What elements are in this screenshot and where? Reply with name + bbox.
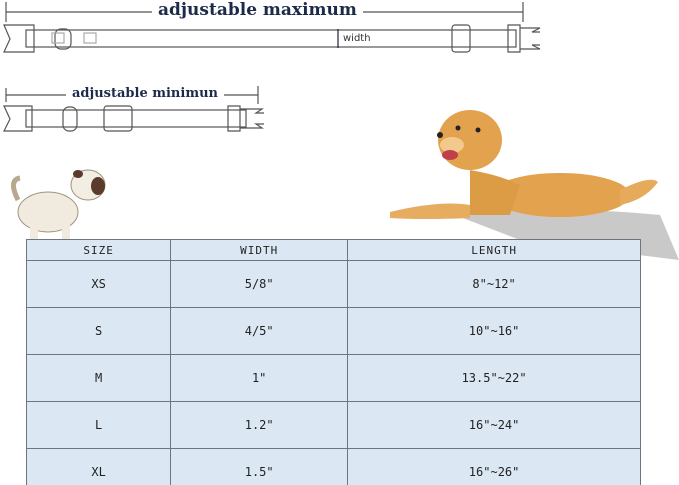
cell-width: 1.2": [170, 401, 349, 449]
cell-size: L: [25, 401, 172, 449]
header-length: LENGTH: [347, 239, 641, 261]
dog-illustration: [390, 110, 679, 260]
cell-size: XS: [25, 260, 172, 308]
table-row: XL 1.5" 16"~26": [25, 448, 641, 485]
cell-width: 1": [170, 354, 349, 402]
header-width: WIDTH: [170, 239, 349, 261]
table-header-row: SIZE WIDTH LENGTH: [25, 239, 641, 261]
cell-length: 16"~24": [347, 401, 641, 449]
width-label: width: [343, 33, 371, 44]
table-row: S 4/5" 10"~16": [25, 307, 641, 355]
cell-width: 1.5": [170, 448, 349, 485]
cell-width: 5/8": [170, 260, 349, 308]
table-row: M 1" 13.5"~22": [25, 354, 641, 402]
table-row: XS 5/8" 8"~12": [25, 260, 641, 308]
cell-width: 4/5": [170, 307, 349, 355]
cell-length: 13.5"~22": [347, 354, 641, 402]
adjustable-maximum-label: adjustable maximum: [152, 2, 363, 19]
puppy-illustration: [11, 169, 106, 240]
adjustable-minimum-label: adjustable minimun: [66, 87, 224, 100]
cell-length: 16"~26": [347, 448, 641, 485]
header-size: SIZE: [25, 239, 172, 261]
table-row: L 1.2" 16"~24": [25, 401, 641, 449]
cell-size: S: [25, 307, 172, 355]
cell-size: XL: [25, 448, 172, 485]
cell-length: 8"~12": [347, 260, 641, 308]
cell-size: M: [25, 354, 172, 402]
cell-length: 10"~16": [347, 307, 641, 355]
size-table: SIZE WIDTH LENGTH XS 5/8" 8"~12" S 4/5" …: [25, 239, 641, 485]
